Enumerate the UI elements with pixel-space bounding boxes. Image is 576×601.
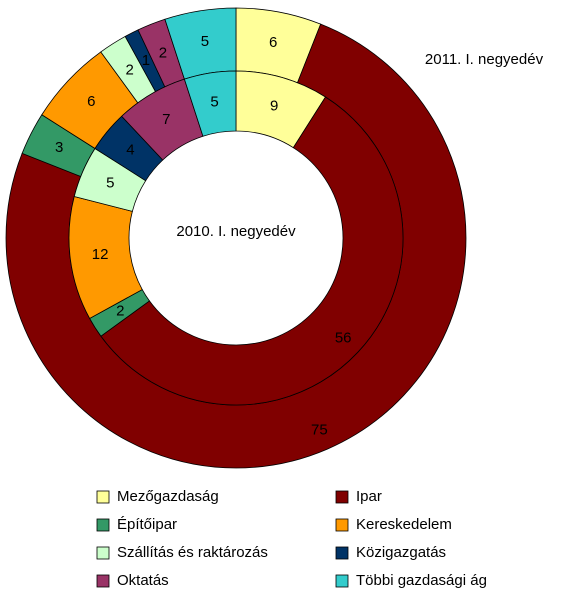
data-label: 7 [162,111,170,128]
data-label: 2 [116,302,124,319]
legend-swatch [335,546,349,560]
data-label: 2 [125,61,133,78]
data-label: 5 [106,175,114,192]
legend-swatch [335,574,349,588]
data-label: 5 [210,94,218,111]
data-label: 4 [126,142,134,159]
legend-label: Ipar [356,488,382,505]
legend-label: Szállítás és raktározás [117,544,268,561]
legend-swatch [335,518,349,532]
data-label: 3 [55,139,63,156]
data-label: 1 [142,52,150,69]
data-label: 75 [311,422,328,439]
data-label: 12 [92,246,109,263]
data-label: 56 [335,330,352,347]
legend-swatch [96,518,110,532]
legend-label: Közigazgatás [356,544,446,561]
inner-ring-label: 2010. I. negyedév [176,223,296,240]
ring-slice [100,96,404,406]
legend-swatch [96,546,110,560]
outer-ring-label: 2011. I. negyedév [425,51,544,68]
data-label: 9 [270,97,278,114]
legend-label: Oktatás [117,572,169,589]
legend-label: Kereskedelem [356,516,452,533]
ring-slice [183,70,237,137]
legend-label: Mezőgazdaság [117,488,219,505]
legend-label: Építőipar [117,516,177,533]
data-label: 6 [87,93,95,110]
legend-swatch [96,574,110,588]
legend-swatch [96,490,110,504]
data-label: 5 [201,33,209,50]
legend-swatch [335,490,349,504]
legend-label: Többi gazdasági ág [356,572,487,589]
data-label: 6 [269,34,277,51]
data-label: 2 [159,44,167,61]
